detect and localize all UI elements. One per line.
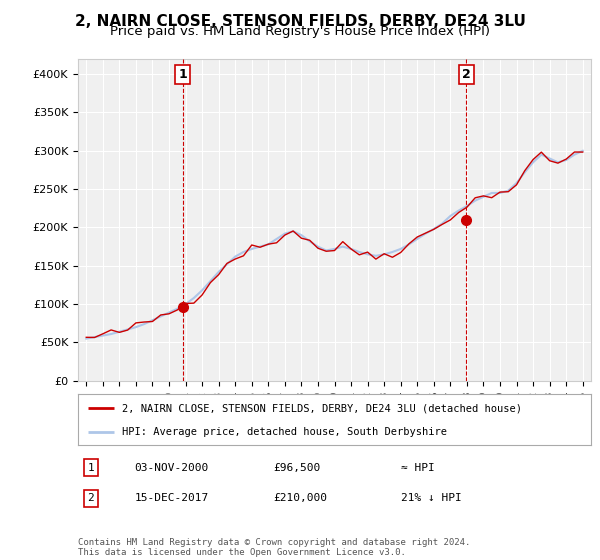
Text: Price paid vs. HM Land Registry's House Price Index (HPI): Price paid vs. HM Land Registry's House … [110,25,490,38]
Text: 15-DEC-2017: 15-DEC-2017 [134,493,209,503]
Text: 2, NAIRN CLOSE, STENSON FIELDS, DERBY, DE24 3LU: 2, NAIRN CLOSE, STENSON FIELDS, DERBY, D… [74,14,526,29]
Text: 1: 1 [179,68,187,81]
Text: HPI: Average price, detached house, South Derbyshire: HPI: Average price, detached house, Sout… [122,427,446,437]
Text: £96,500: £96,500 [273,463,320,473]
Text: 21% ↓ HPI: 21% ↓ HPI [401,493,462,503]
Text: Contains HM Land Registry data © Crown copyright and database right 2024.
This d: Contains HM Land Registry data © Crown c… [78,538,470,557]
Text: 1: 1 [88,463,94,473]
Text: ≈ HPI: ≈ HPI [401,463,435,473]
Text: 2: 2 [88,493,94,503]
Text: 03-NOV-2000: 03-NOV-2000 [134,463,209,473]
Text: 2: 2 [462,68,470,81]
Text: £210,000: £210,000 [273,493,327,503]
Text: 2, NAIRN CLOSE, STENSON FIELDS, DERBY, DE24 3LU (detached house): 2, NAIRN CLOSE, STENSON FIELDS, DERBY, D… [122,403,521,413]
